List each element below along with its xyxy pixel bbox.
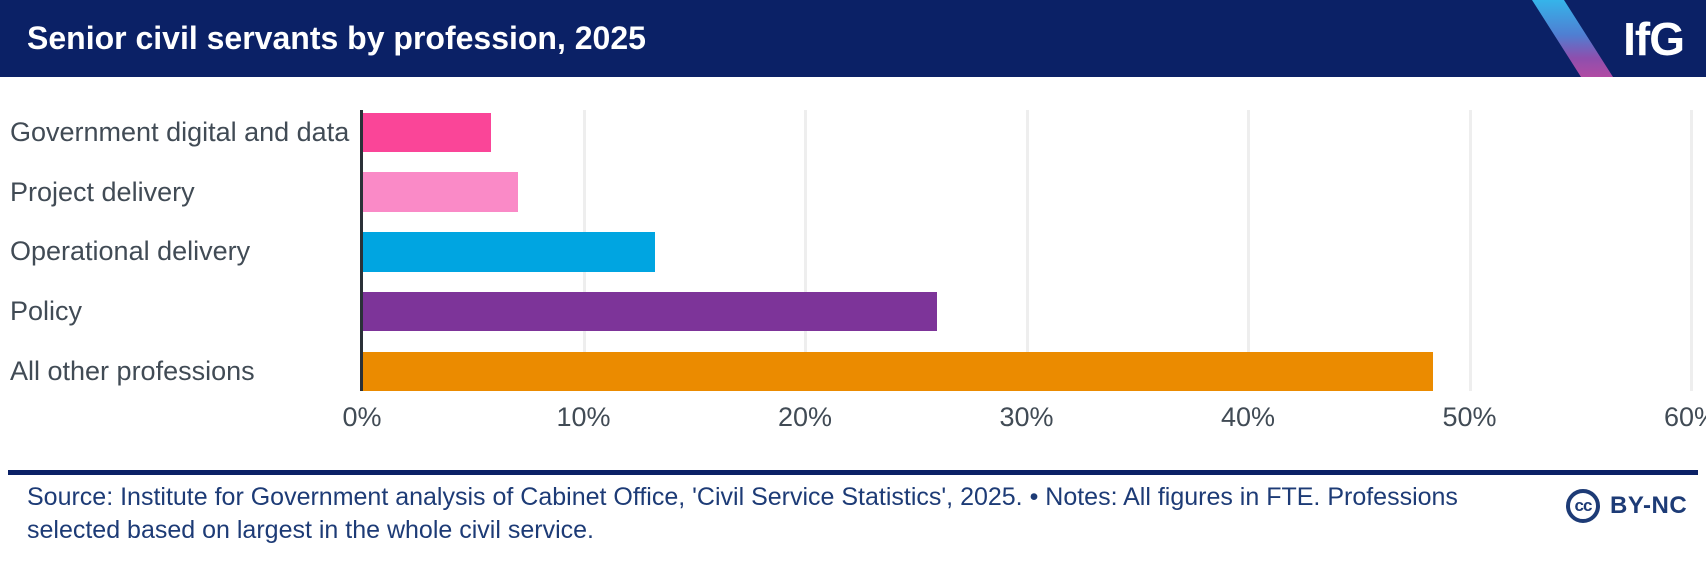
category-label: Project delivery bbox=[10, 176, 195, 207]
cc-license-badge: cc BY-NC bbox=[1566, 489, 1687, 523]
y-axis-line bbox=[360, 110, 363, 391]
x-tick-label: 0% bbox=[342, 402, 382, 432]
gridline bbox=[1247, 110, 1250, 391]
bar bbox=[363, 351, 1433, 391]
bar bbox=[363, 291, 937, 332]
bar bbox=[363, 112, 492, 152]
logo-stripe-icon bbox=[1532, 0, 1613, 77]
gridline bbox=[1690, 110, 1693, 391]
category-label: Operational delivery bbox=[10, 236, 251, 267]
gridline bbox=[804, 110, 807, 391]
header-background bbox=[0, 0, 1706, 77]
gridline bbox=[1025, 110, 1029, 391]
license-label: BY-NC bbox=[1610, 492, 1688, 519]
source-line: Source: Institute for Government analysi… bbox=[27, 483, 1458, 511]
bar bbox=[363, 172, 519, 212]
x-tick-label: 20% bbox=[777, 402, 833, 432]
category-label: Policy bbox=[10, 296, 83, 326]
category-label: Government digital and data bbox=[10, 116, 350, 147]
bar-chart: Government digital and data Project deliv… bbox=[10, 110, 1706, 432]
source-line: selected based on largest in the whole c… bbox=[27, 516, 594, 544]
footer-divider bbox=[8, 470, 1698, 475]
x-tick-label: 50% bbox=[1442, 402, 1497, 432]
cc-icon: cc bbox=[1566, 489, 1600, 523]
category-label: All other professions bbox=[10, 355, 255, 386]
gridline bbox=[1468, 110, 1472, 391]
source-note: Source: Institute for Government analysi… bbox=[27, 481, 1458, 547]
x-tick-label: 30% bbox=[999, 402, 1054, 432]
x-tick-label: 10% bbox=[556, 402, 611, 432]
header-bar: Senior civil servants by profession, 202… bbox=[0, 0, 1706, 77]
x-tick-label: 60% bbox=[1663, 402, 1706, 432]
x-tick-label: 40% bbox=[1220, 402, 1276, 432]
page-title: Senior civil servants by profession, 202… bbox=[27, 20, 646, 56]
ifg-logo: IfG bbox=[1623, 12, 1685, 65]
bar bbox=[363, 232, 656, 272]
